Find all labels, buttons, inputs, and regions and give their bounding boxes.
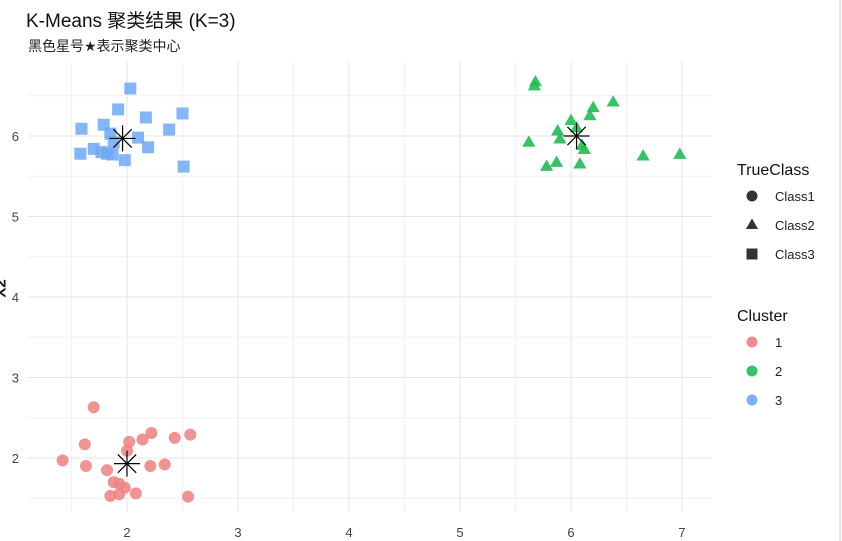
y-tick-label: 2	[12, 451, 19, 466]
data-point	[56, 454, 69, 467]
data-point	[144, 460, 157, 473]
data-point	[75, 122, 88, 135]
data-point	[564, 113, 578, 126]
y-tick-label: 6	[12, 129, 19, 144]
data-point	[107, 136, 120, 149]
data-point	[177, 160, 190, 173]
grid	[28, 62, 712, 512]
data-point	[132, 131, 145, 144]
legend-label: Class1	[775, 189, 815, 204]
data-point	[549, 155, 564, 167]
data-point	[163, 123, 176, 136]
center-star-stroke	[112, 128, 133, 149]
center-star-stroke	[566, 126, 587, 146]
window-edge	[839, 0, 841, 541]
data-point	[184, 428, 197, 441]
data-point	[124, 82, 137, 95]
series-cluster-1	[56, 401, 197, 503]
data-point	[113, 488, 126, 501]
data-point	[586, 100, 600, 113]
data-point	[145, 427, 158, 440]
data-point	[87, 401, 100, 414]
legend-label: 1	[775, 335, 782, 350]
chart-subtitle: 黑色星号★表示聚类中心	[28, 38, 181, 54]
data-point	[104, 489, 117, 502]
legend-cluster: Cluster 1 2 3	[737, 308, 788, 408]
x-tick-label: 7	[678, 525, 685, 540]
series-cluster-3	[74, 82, 190, 173]
cluster-center-3	[109, 125, 136, 152]
data-point	[539, 159, 554, 171]
legend-key	[746, 190, 758, 202]
data-point	[606, 95, 620, 107]
data-point	[573, 157, 587, 169]
data-point	[104, 127, 117, 140]
data-point	[136, 433, 149, 446]
data-point	[129, 487, 142, 500]
x-tick-label: 4	[345, 525, 352, 540]
chart-title: K-Means 聚类结果 (K=3)	[26, 11, 236, 32]
data-point	[139, 111, 152, 124]
x-tick-label: 5	[456, 525, 463, 540]
data-point	[78, 438, 91, 451]
data-point	[142, 141, 155, 154]
data-point	[636, 149, 650, 161]
data-point	[551, 124, 565, 136]
data-point	[106, 148, 119, 161]
cluster-center-2	[563, 123, 590, 149]
data-point	[176, 107, 189, 120]
data-point	[79, 460, 92, 473]
data-point	[522, 135, 536, 147]
legend-title: Cluster	[737, 308, 788, 325]
y-tick-label: 3	[12, 371, 19, 386]
legend-key	[745, 218, 759, 229]
x-tick-label: 6	[567, 525, 574, 540]
legend-key	[746, 248, 758, 260]
legend-title: TrueClass	[737, 162, 809, 179]
y-tick-label: 5	[12, 210, 19, 225]
data-point	[673, 147, 687, 159]
data-point	[158, 458, 171, 471]
series-cluster-2	[522, 74, 687, 171]
data-point	[527, 79, 541, 91]
legend-label: 2	[775, 364, 782, 379]
data-point	[112, 103, 125, 116]
legend-label: 3	[775, 393, 782, 408]
legend-label: Class3	[775, 247, 815, 262]
data-point	[74, 147, 87, 160]
legend-trueclass: TrueClass Class1 Class2 Class3	[737, 162, 815, 262]
legend-key	[746, 336, 758, 348]
data-point	[182, 490, 195, 503]
legend-key	[746, 365, 758, 377]
legend-label: Class2	[775, 218, 815, 233]
x-tick-label: 2	[123, 525, 130, 540]
center-star-stroke	[117, 454, 137, 474]
data-point	[553, 132, 567, 144]
data-point	[118, 154, 131, 167]
legend-key	[746, 394, 758, 406]
x-tick-label: 3	[234, 525, 241, 540]
data-point	[577, 142, 591, 155]
cluster-center-1	[114, 450, 140, 477]
y-tick-label: 4	[12, 290, 19, 305]
data-point	[583, 108, 597, 121]
data-point	[101, 464, 114, 477]
data-point	[168, 431, 181, 444]
